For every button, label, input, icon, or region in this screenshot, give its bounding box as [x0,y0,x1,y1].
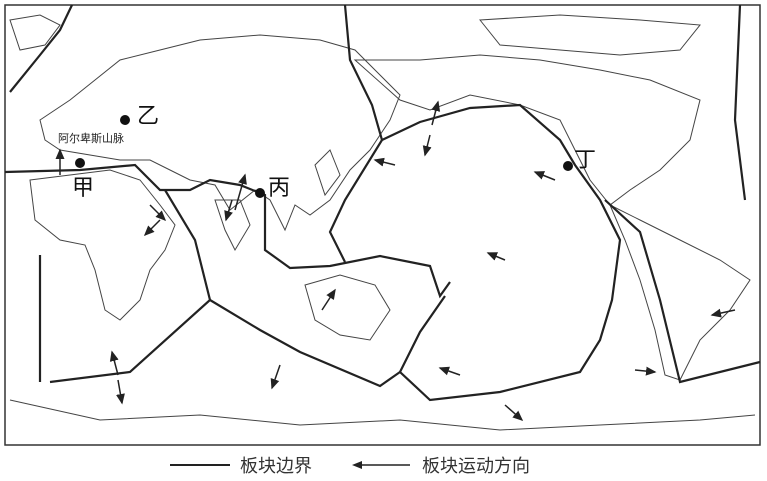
legend-direction-label: 板块运动方向 [422,456,530,477]
plate-boundaries [4,4,761,402]
location-points [75,115,573,198]
label-jia: 甲 [72,176,95,201]
point-yi [120,115,130,125]
legend: 板块边界 板块运动方向 [170,452,570,478]
point-jia [75,158,85,168]
legend-boundary: 板块边界 [170,452,312,478]
plate-map [4,4,761,446]
label-bing: 丙 [268,176,291,201]
label-yi: 乙 [137,104,160,129]
map-frame [4,4,761,446]
legend-boundary-label: 板块边界 [240,456,312,477]
arrow-left-icon [352,461,410,469]
label-alps: 阿尔卑斯山脉 [58,132,124,145]
point-ding [563,161,573,171]
legend-direction: 板块运动方向 [352,452,530,478]
label-ding: 丁 [574,148,597,173]
coastlines [9,14,756,431]
boundary-line-icon [170,464,230,466]
point-bing [255,188,265,198]
movement-arrows [55,100,736,421]
